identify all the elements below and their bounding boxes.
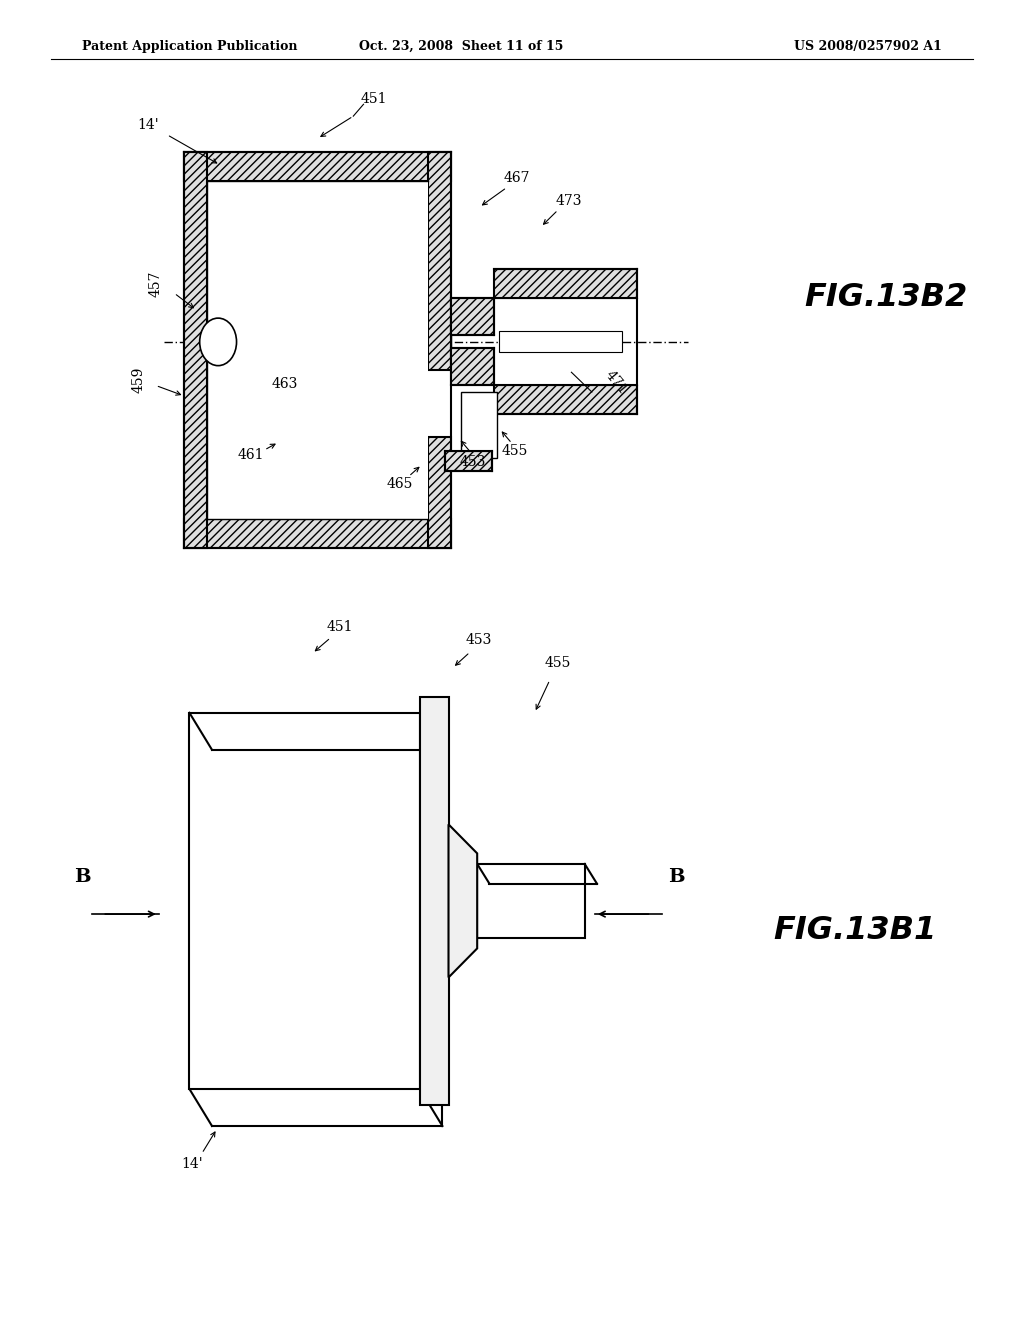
Text: 451: 451 [327, 620, 353, 634]
Text: 465: 465 [386, 478, 413, 491]
Bar [445, 451, 492, 471]
Text: 455: 455 [502, 445, 528, 458]
Text: B: B [669, 869, 685, 886]
Text: FIG.13B2: FIG.13B2 [804, 281, 968, 313]
Text: 459: 459 [131, 367, 145, 393]
Bar [420, 697, 449, 1105]
Text: 14': 14' [181, 1158, 204, 1171]
Text: 453: 453 [460, 455, 486, 469]
Text: B: B [74, 869, 90, 886]
Text: 455: 455 [545, 656, 571, 669]
Bar [451, 298, 494, 335]
Text: 471: 471 [602, 368, 631, 397]
Bar [461, 392, 497, 458]
Bar [189, 713, 420, 1089]
Text: 457: 457 [148, 271, 163, 297]
Text: 451: 451 [360, 92, 387, 106]
Bar [428, 152, 451, 370]
Text: 461: 461 [238, 449, 264, 462]
Bar [184, 519, 451, 548]
Text: 473: 473 [555, 194, 582, 207]
Text: US 2008/0257902 A1: US 2008/0257902 A1 [795, 40, 942, 53]
Circle shape [200, 318, 237, 366]
Text: Patent Application Publication: Patent Application Publication [82, 40, 297, 53]
Bar [428, 437, 451, 548]
Text: 453: 453 [466, 634, 493, 647]
Bar [184, 152, 207, 548]
Bar [494, 269, 637, 298]
Bar [477, 863, 585, 937]
Bar [494, 385, 637, 414]
Text: 463: 463 [271, 376, 297, 391]
Bar [451, 348, 494, 385]
Text: Oct. 23, 2008  Sheet 11 of 15: Oct. 23, 2008 Sheet 11 of 15 [358, 40, 563, 53]
Bar [184, 152, 451, 181]
Text: 14': 14' [137, 119, 160, 132]
Bar [207, 181, 428, 519]
Text: 467: 467 [504, 172, 530, 185]
Text: FIG.13B1: FIG.13B1 [773, 915, 937, 946]
Bar [499, 331, 622, 352]
Polygon shape [449, 824, 477, 977]
